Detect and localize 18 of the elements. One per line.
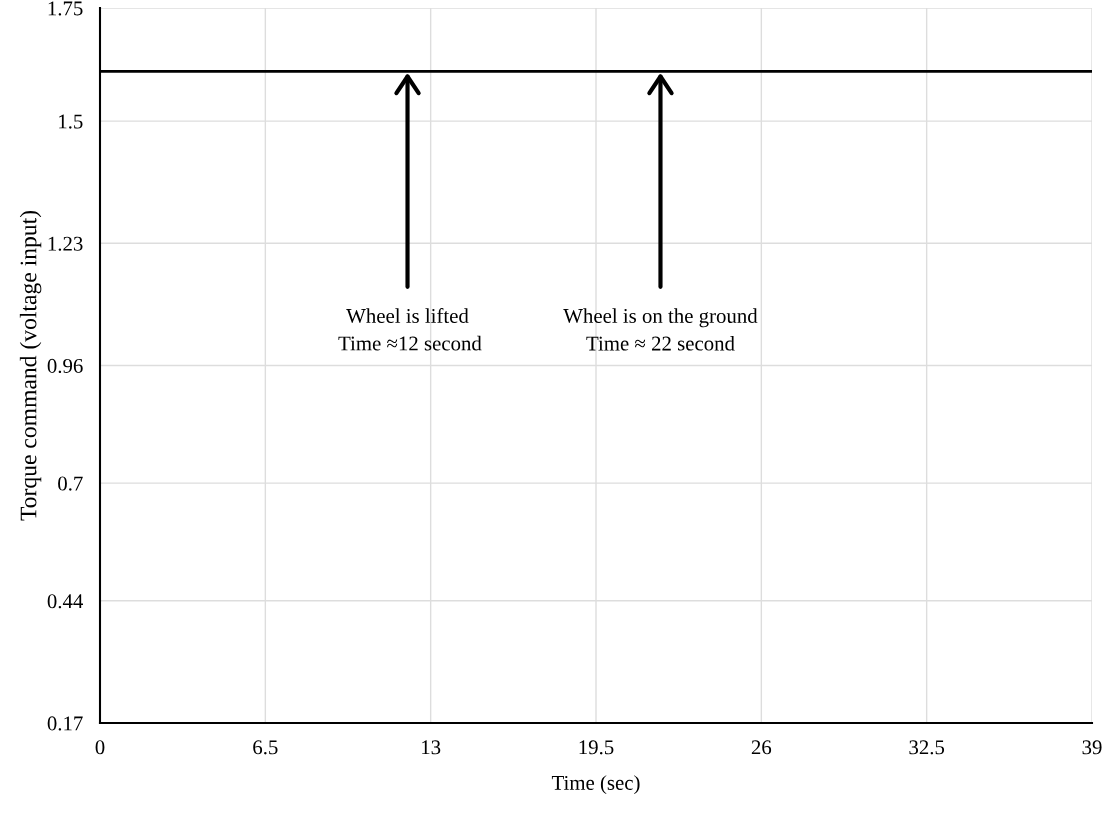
y-tick-label: 0.7 (58, 476, 83, 491)
y-tick-label: 0.44 (47, 594, 84, 609)
x-tick-label: 19.5 (579, 740, 614, 755)
y-tick-label: 0.17 (47, 716, 83, 731)
y-tick-label: 1.75 (48, 1, 83, 16)
x-tick-label: 6.5 (253, 740, 278, 755)
x-axis-title: Time (sec) (551, 775, 640, 795)
x-tick-label: 32.5 (909, 740, 945, 755)
x-tick-label: 39 (1082, 740, 1102, 755)
y-tick-label: 1.23 (48, 236, 83, 251)
annotation: Wheel is on the ground Time ≈ 22 second (563, 308, 758, 351)
annotation: Wheel is lifted Time ≈12 second (338, 308, 482, 351)
x-tick-label: 26 (751, 740, 772, 755)
y-tick-label: 1.5 (59, 114, 83, 129)
x-tick-label: 0 (95, 740, 105, 755)
y-tick-label: 0.96 (47, 358, 83, 374)
x-tick-label: 13 (422, 740, 441, 755)
y-axis-title: Torque command (voltage input) (19, 210, 42, 521)
